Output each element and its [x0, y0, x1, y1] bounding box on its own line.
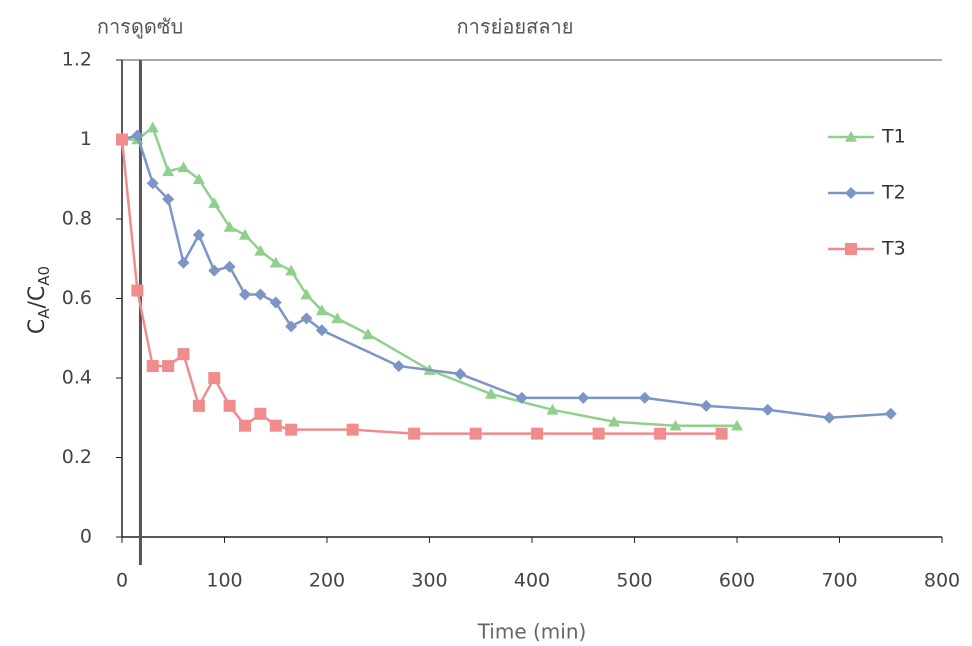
- data-point: [408, 428, 420, 440]
- series-line: [122, 136, 891, 418]
- data-point: [270, 296, 282, 308]
- y-tick-label: 0.6: [62, 287, 92, 309]
- x-tick-label: 800: [924, 570, 960, 592]
- y-title-part: A0: [35, 266, 53, 286]
- x-tick-label: 600: [719, 570, 755, 592]
- data-point: [116, 134, 128, 146]
- x-tick-label: 200: [309, 570, 345, 592]
- data-point: [393, 360, 405, 372]
- data-point: [239, 420, 251, 432]
- data-point: [162, 360, 174, 372]
- data-point: [254, 289, 266, 301]
- data-point: [239, 229, 251, 240]
- legend-label: T1: [881, 126, 906, 148]
- data-point: [224, 261, 236, 273]
- data-point: [147, 360, 159, 372]
- y-title-part: C: [25, 319, 50, 334]
- data-point: [454, 368, 466, 380]
- chart: การดูดซับ การย่อยสลาย Time (min) CA/CA0 …: [0, 0, 972, 646]
- data-point: [285, 265, 297, 276]
- data-point: [531, 428, 543, 440]
- legend-marker: [845, 187, 857, 199]
- data-point: [193, 229, 205, 241]
- x-tick-label: 0: [116, 570, 128, 592]
- legend-label: T3: [881, 238, 906, 260]
- data-point: [208, 372, 220, 384]
- legend-marker: [845, 243, 857, 255]
- data-point: [178, 257, 190, 269]
- y-tick-label: 1: [80, 128, 92, 150]
- data-point: [285, 320, 297, 332]
- x-tick-label: 100: [206, 570, 242, 592]
- data-point: [147, 122, 159, 133]
- data-point: [762, 404, 774, 416]
- data-point: [639, 392, 651, 404]
- data-point: [362, 328, 374, 339]
- y-axis-title: CA/CA0: [25, 266, 53, 334]
- legend-label: T2: [881, 182, 906, 204]
- x-tick-label: 500: [616, 570, 652, 592]
- data-point: [208, 265, 220, 277]
- data-point: [593, 428, 605, 440]
- data-point: [178, 348, 190, 360]
- data-point: [178, 161, 190, 172]
- y-tick-label: 1.2: [62, 49, 92, 71]
- series-line: [122, 140, 722, 434]
- data-point: [885, 408, 897, 420]
- data-point: [700, 400, 712, 412]
- x-tick-label: 400: [514, 570, 550, 592]
- data-point: [823, 412, 835, 424]
- data-point: [270, 420, 282, 432]
- data-point: [331, 312, 343, 323]
- x-tick-label: 300: [411, 570, 447, 592]
- data-point: [577, 392, 589, 404]
- data-point: [239, 289, 251, 301]
- data-point: [193, 400, 205, 412]
- data-point: [347, 424, 359, 436]
- page: {"chart_data": {"type": "line", "annotat…: [0, 0, 972, 646]
- y-tick-label: 0: [80, 526, 92, 548]
- x-tick-label: 700: [821, 570, 857, 592]
- y-title-part: /C: [25, 286, 50, 309]
- y-tick-label: 0.2: [62, 446, 92, 468]
- y-tick-label: 0.8: [62, 208, 92, 230]
- data-point: [131, 285, 143, 297]
- x-axis-title: Time (min): [477, 620, 587, 644]
- data-point: [470, 428, 482, 440]
- data-point: [285, 424, 297, 436]
- data-point: [654, 428, 666, 440]
- annotation: การดูดซับ: [97, 15, 183, 40]
- y-tick-label: 0.4: [62, 367, 92, 389]
- data-point: [716, 428, 728, 440]
- data-point: [224, 400, 236, 412]
- data-point: [254, 408, 266, 420]
- annotation: การย่อยสลาย: [457, 15, 574, 39]
